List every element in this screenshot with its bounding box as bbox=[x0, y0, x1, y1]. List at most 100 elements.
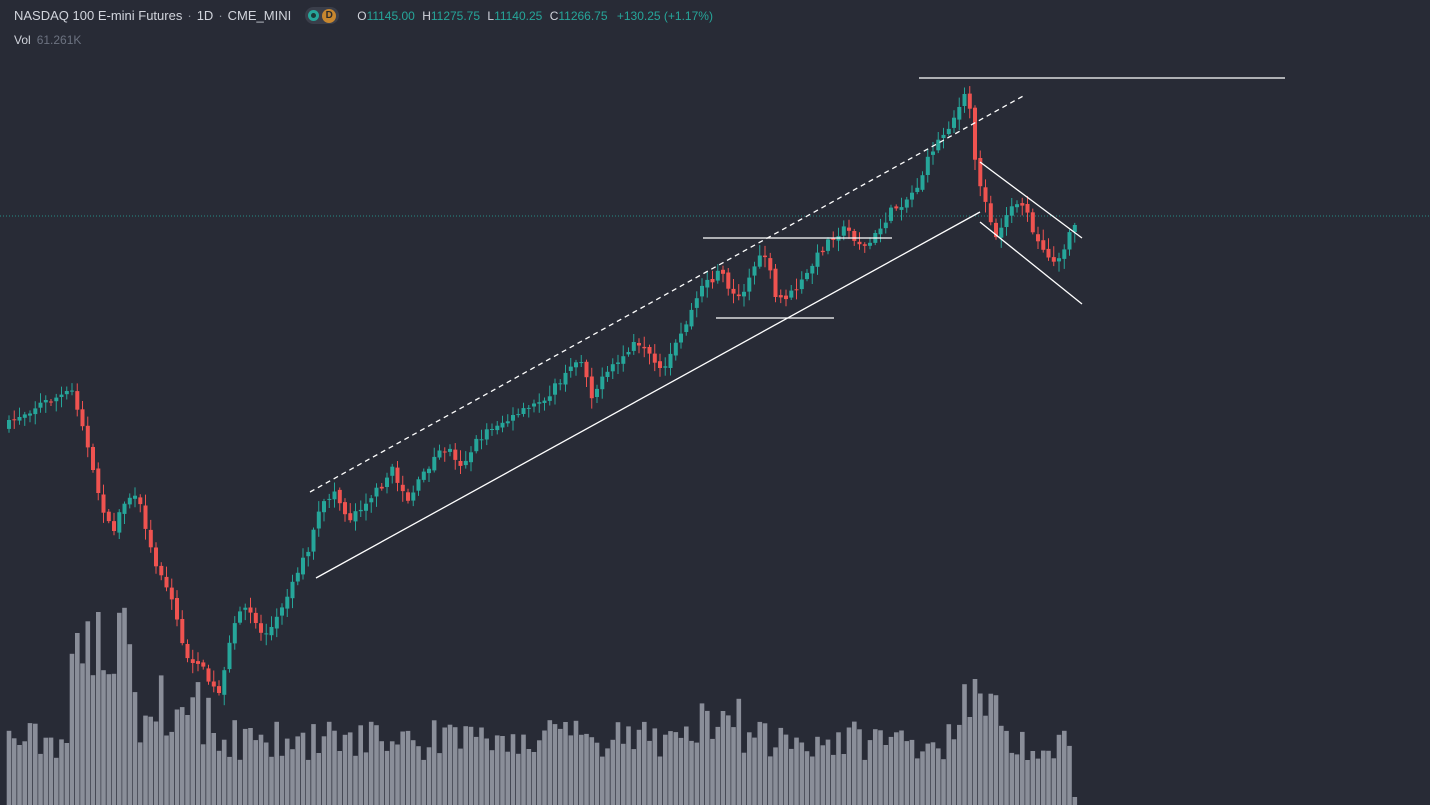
volume-bar bbox=[867, 740, 873, 805]
candle-body bbox=[920, 175, 925, 190]
candle-body bbox=[458, 461, 463, 466]
volume-bar bbox=[48, 737, 54, 805]
volume-bar bbox=[248, 728, 253, 805]
descending-channel-upper-line[interactable] bbox=[979, 161, 1083, 239]
close-value: 11266.75 bbox=[558, 8, 608, 23]
candle-body bbox=[983, 187, 988, 202]
volume-bar bbox=[185, 715, 190, 805]
candle-body bbox=[731, 288, 736, 294]
candle-body bbox=[925, 156, 930, 175]
volume-bar bbox=[715, 726, 721, 805]
volume-bar bbox=[17, 745, 22, 805]
volume-bar bbox=[358, 725, 363, 805]
candle-body bbox=[59, 394, 64, 397]
volume-bar bbox=[274, 721, 279, 805]
volume-bar bbox=[1041, 750, 1046, 805]
candle-body bbox=[12, 419, 17, 421]
candle-body bbox=[941, 134, 946, 138]
trendline-drawings[interactable] bbox=[309, 77, 1285, 579]
volume-bar bbox=[33, 723, 38, 805]
candle-body bbox=[852, 231, 857, 241]
candle-body bbox=[238, 611, 242, 623]
volume-bar bbox=[6, 730, 12, 805]
candle-body bbox=[38, 402, 43, 408]
volume-bar bbox=[773, 747, 778, 805]
candle-body bbox=[663, 366, 668, 368]
volume-bar bbox=[720, 711, 726, 805]
volume-bar bbox=[143, 715, 148, 805]
volume-bar bbox=[405, 730, 411, 805]
status-badges[interactable]: D bbox=[305, 7, 340, 24]
volume-bar bbox=[568, 735, 574, 805]
candle-body bbox=[243, 607, 248, 610]
volume-bar bbox=[11, 738, 17, 805]
candle-body bbox=[22, 414, 27, 418]
volume-bar bbox=[678, 737, 684, 805]
volume-bar bbox=[311, 724, 316, 805]
volume-bar bbox=[337, 751, 342, 805]
candle-body bbox=[511, 415, 515, 421]
candle-body bbox=[285, 596, 290, 609]
candle-body bbox=[232, 623, 237, 644]
candle-body bbox=[479, 439, 484, 441]
interval-label[interactable]: 1D bbox=[196, 8, 214, 23]
delayed-data-icon[interactable]: D bbox=[322, 8, 337, 23]
volume-bar bbox=[200, 744, 206, 805]
volume-bar bbox=[899, 730, 904, 805]
candle-body bbox=[280, 607, 284, 616]
upper-channel-dashed-line[interactable] bbox=[309, 94, 1026, 493]
volume-bar bbox=[605, 748, 610, 805]
volume-bar bbox=[505, 751, 510, 805]
volume-bar bbox=[211, 733, 216, 805]
candle-body bbox=[112, 521, 116, 531]
volume-bar bbox=[353, 755, 358, 805]
volume-bar bbox=[85, 621, 91, 805]
volume-bar bbox=[636, 729, 642, 805]
volume-bar bbox=[831, 754, 836, 805]
candle-body bbox=[532, 403, 536, 407]
volume-bar bbox=[69, 653, 75, 805]
candle-body bbox=[138, 497, 143, 505]
volume-bar bbox=[542, 730, 547, 805]
volume-bar bbox=[825, 739, 831, 805]
descending-channel-lower-line[interactable] bbox=[979, 221, 1083, 305]
volume-bar bbox=[206, 697, 211, 805]
volume-bar bbox=[1046, 750, 1051, 805]
candle-body bbox=[658, 361, 662, 368]
candle-body bbox=[784, 295, 788, 300]
volume-bar bbox=[810, 756, 815, 805]
market-open-icon[interactable] bbox=[308, 10, 320, 21]
candle-body bbox=[652, 353, 657, 363]
volume-bar bbox=[122, 607, 127, 805]
volume-bar bbox=[426, 747, 432, 805]
candle-body bbox=[463, 460, 468, 466]
lower-trendline[interactable] bbox=[315, 211, 981, 579]
candle-body bbox=[379, 486, 384, 489]
candle-body bbox=[75, 391, 80, 410]
volume-bar bbox=[1030, 751, 1036, 805]
volume-bar bbox=[531, 752, 537, 805]
candle-body bbox=[154, 547, 158, 567]
candle-body bbox=[348, 513, 353, 521]
volume-bar bbox=[883, 745, 889, 805]
volume-bar bbox=[484, 738, 489, 805]
candle-body bbox=[106, 511, 111, 522]
volume-bar bbox=[846, 727, 852, 805]
volume-bar bbox=[269, 756, 274, 805]
candle-body bbox=[7, 420, 11, 429]
volume-bar bbox=[137, 742, 143, 805]
volume-bar bbox=[1067, 745, 1072, 805]
candle-body bbox=[988, 203, 993, 223]
symbol-name[interactable]: NASDAQ 100 E-mini Futures bbox=[14, 8, 183, 23]
volume-label[interactable]: Vol bbox=[14, 33, 31, 47]
exchange-label[interactable]: CME_MINI bbox=[227, 8, 292, 23]
candle-body bbox=[369, 498, 374, 503]
volume-bar bbox=[642, 721, 647, 805]
volume-bar bbox=[300, 732, 306, 805]
volume-bar bbox=[537, 740, 542, 805]
volume-bar bbox=[521, 734, 526, 805]
candle-body bbox=[689, 309, 694, 327]
candle-body bbox=[563, 372, 568, 385]
